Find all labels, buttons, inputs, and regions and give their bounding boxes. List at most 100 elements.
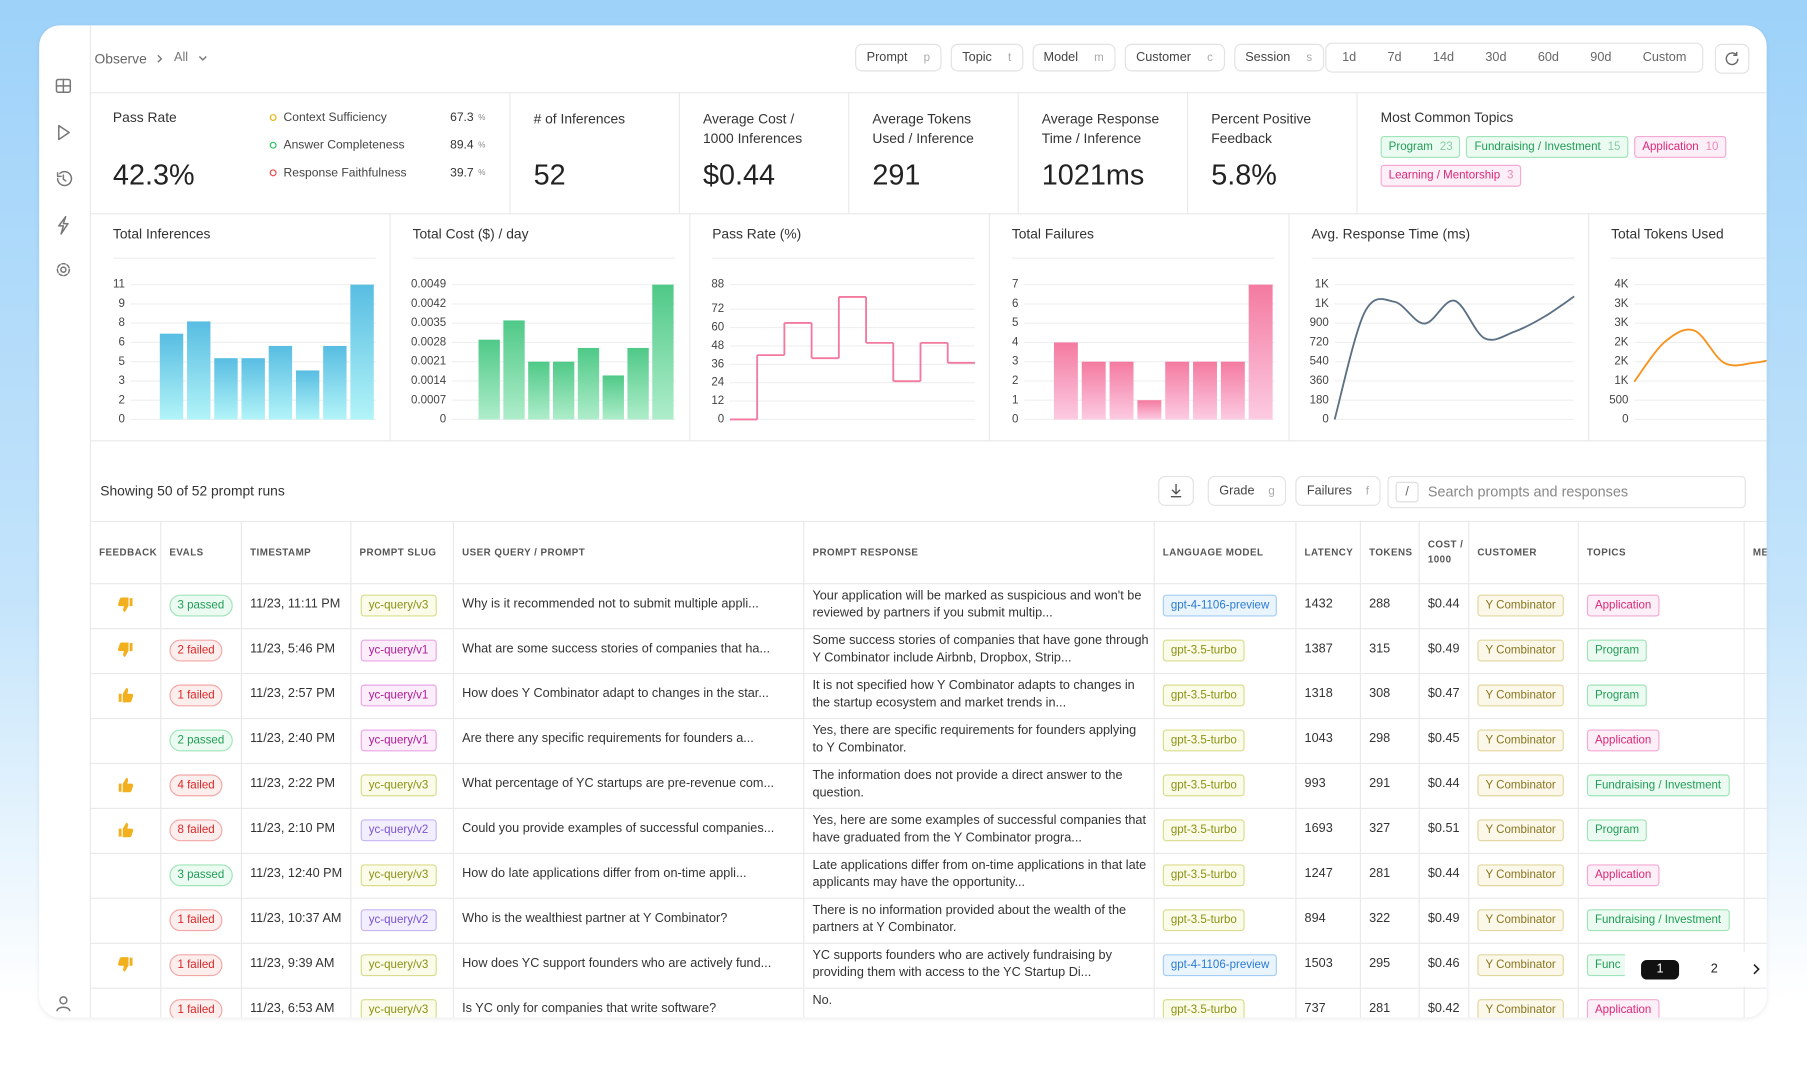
model-chip[interactable]: gpt-3.5-turbo (1162, 864, 1245, 887)
filter-button[interactable]: Session s (1233, 43, 1324, 72)
customer-chip[interactable]: Y Combinator (1477, 864, 1564, 887)
customer-chip[interactable]: Y Combinator (1477, 999, 1564, 1018)
slug-chip[interactable]: yc-query/v3 (360, 594, 437, 617)
customer-chip[interactable]: Y Combinator (1477, 954, 1564, 977)
metric-unit: % (478, 141, 486, 150)
topic-chip[interactable]: Learning / Mentorship 3 (1380, 164, 1522, 187)
y-tick-label: 5 (1012, 317, 1018, 329)
filter-button[interactable]: Topic t (950, 43, 1023, 72)
topic-chip[interactable]: Application 10 (1634, 135, 1727, 158)
evals-chip[interactable]: 1 failed (169, 684, 223, 707)
breadcrumb-filter[interactable]: All (174, 50, 189, 65)
topic-chip[interactable]: Application (1586, 594, 1660, 617)
model-chip[interactable]: gpt-4-1106-preview (1162, 594, 1278, 617)
nav-bolt[interactable] (58, 215, 69, 235)
refresh-button[interactable] (1714, 43, 1750, 74)
model-chip[interactable]: gpt-3.5-turbo (1162, 774, 1245, 797)
customer-chip[interactable]: Y Combinator (1477, 819, 1564, 842)
column-header: LATENCY (1304, 545, 1354, 558)
topic-chip[interactable]: Program (1586, 684, 1648, 707)
slug-chip[interactable]: yc-query/v2 (360, 909, 437, 932)
evals-chip[interactable]: 1 failed (169, 999, 223, 1018)
table-action[interactable]: Failures f (1295, 475, 1381, 506)
nav-grid[interactable] (55, 78, 72, 93)
range-option[interactable]: Custom (1642, 50, 1687, 65)
user-query: Who is the wealthiest partner at Y Combi… (462, 911, 728, 926)
range-option[interactable]: 1d (1342, 50, 1357, 65)
breadcrumb-section[interactable]: Observe (94, 50, 147, 67)
filter-button[interactable]: Prompt p (855, 43, 942, 72)
model-chip[interactable]: gpt-3.5-turbo (1162, 819, 1245, 842)
nav-settings[interactable] (56, 262, 71, 277)
customer-chip[interactable]: Y Combinator (1477, 909, 1564, 932)
next-page[interactable] (1749, 962, 1763, 976)
customer-chip[interactable]: Y Combinator (1477, 684, 1564, 707)
cost: $0.49 (1427, 911, 1460, 926)
topic-chip[interactable]: Program (1586, 819, 1648, 842)
slug-chip[interactable]: yc-query/v3 (360, 774, 437, 797)
customer-chip[interactable]: Y Combinator (1477, 594, 1564, 617)
topic-chip[interactable]: Fundraising / Investment (1586, 774, 1730, 797)
model-chip[interactable]: gpt-3.5-turbo (1162, 729, 1245, 752)
evals-chip[interactable]: 3 passed (169, 594, 233, 617)
topic-chip[interactable]: Fundraising / Investment (1586, 909, 1730, 932)
page-button[interactable]: 1 (1641, 959, 1680, 979)
table-action[interactable]: Grade g (1207, 475, 1287, 506)
customer-chip[interactable]: Y Combinator (1477, 639, 1564, 662)
page-button[interactable]: 2 (1710, 961, 1718, 976)
metric-name: Answer Completeness (283, 138, 405, 153)
customer-chip[interactable]: Y Combinator (1477, 774, 1564, 797)
model-chip[interactable]: gpt-3.5-turbo (1162, 999, 1245, 1018)
download-button[interactable] (1158, 475, 1194, 506)
slug-chip[interactable]: yc-query/v1 (360, 729, 437, 752)
evals-chip[interactable]: 2 passed (169, 729, 233, 752)
line-series (1333, 295, 1575, 420)
topic-chip[interactable]: Program 23 (1380, 135, 1461, 158)
y-tick-label: 360 (1310, 375, 1329, 387)
topic-chip[interactable]: Application (1586, 999, 1660, 1018)
slug-chip[interactable]: yc-query/v1 (360, 639, 437, 662)
nav-history[interactable] (56, 170, 73, 187)
search-box[interactable]: / Search prompts and responses (1387, 475, 1746, 509)
topic-chip[interactable]: Application (1586, 864, 1660, 887)
topic-chip[interactable]: Application (1586, 729, 1660, 752)
model-chip[interactable]: gpt-3.5-turbo (1162, 639, 1245, 662)
bar (577, 347, 600, 420)
nav-play[interactable] (58, 124, 70, 141)
filter-bar: Prompt p Topic t Model m Customer c Session s (855, 43, 1324, 72)
slug-chip[interactable]: yc-query/v1 (360, 684, 437, 707)
y-tick-label: 0.0049 (411, 279, 446, 291)
nav-user[interactable] (56, 996, 71, 1012)
divider (509, 92, 511, 214)
filter-button[interactable]: Customer c (1124, 43, 1225, 72)
slug-chip[interactable]: yc-query/v3 (360, 954, 437, 977)
topic-chip[interactable]: Fundraising / Investment 15 (1466, 135, 1629, 158)
slug-chip[interactable]: yc-query/v2 (360, 819, 437, 842)
range-option[interactable]: 30d (1485, 50, 1507, 65)
evals-chip[interactable]: 1 failed (169, 909, 223, 932)
y-tick-label: 9 (119, 298, 125, 310)
stat-value: 1021ms (1041, 159, 1145, 192)
customer-chip[interactable]: Y Combinator (1477, 729, 1564, 752)
range-option[interactable]: 90d (1590, 50, 1612, 65)
topic-chip[interactable]: Func (1586, 954, 1629, 977)
range-option[interactable]: 7d (1387, 50, 1402, 65)
evals-chip[interactable]: 1 failed (169, 954, 223, 977)
slug-chip[interactable]: yc-query/v3 (360, 999, 437, 1018)
bar (295, 370, 320, 420)
range-option[interactable]: 60d (1537, 50, 1559, 65)
prompt-response: YC supports founders who are actively fu… (812, 948, 1112, 980)
model-chip[interactable]: gpt-3.5-turbo (1162, 684, 1245, 707)
range-option[interactable]: 14d (1432, 50, 1455, 65)
tokens: 281 (1369, 1001, 1391, 1016)
evals-chip[interactable]: 8 failed (169, 819, 223, 842)
slug-chip[interactable]: yc-query/v3 (360, 864, 437, 887)
model-chip[interactable]: gpt-3.5-turbo (1162, 909, 1245, 932)
timestamp: 11/23, 2:10 PM (250, 821, 336, 836)
model-chip[interactable]: gpt-4-1106-preview (1162, 954, 1278, 977)
topic-chip[interactable]: Program (1586, 639, 1648, 662)
filter-button[interactable]: Model m (1031, 43, 1116, 72)
evals-chip[interactable]: 3 passed (169, 864, 233, 887)
evals-chip[interactable]: 2 failed (169, 639, 223, 662)
evals-chip[interactable]: 4 failed (169, 774, 223, 797)
